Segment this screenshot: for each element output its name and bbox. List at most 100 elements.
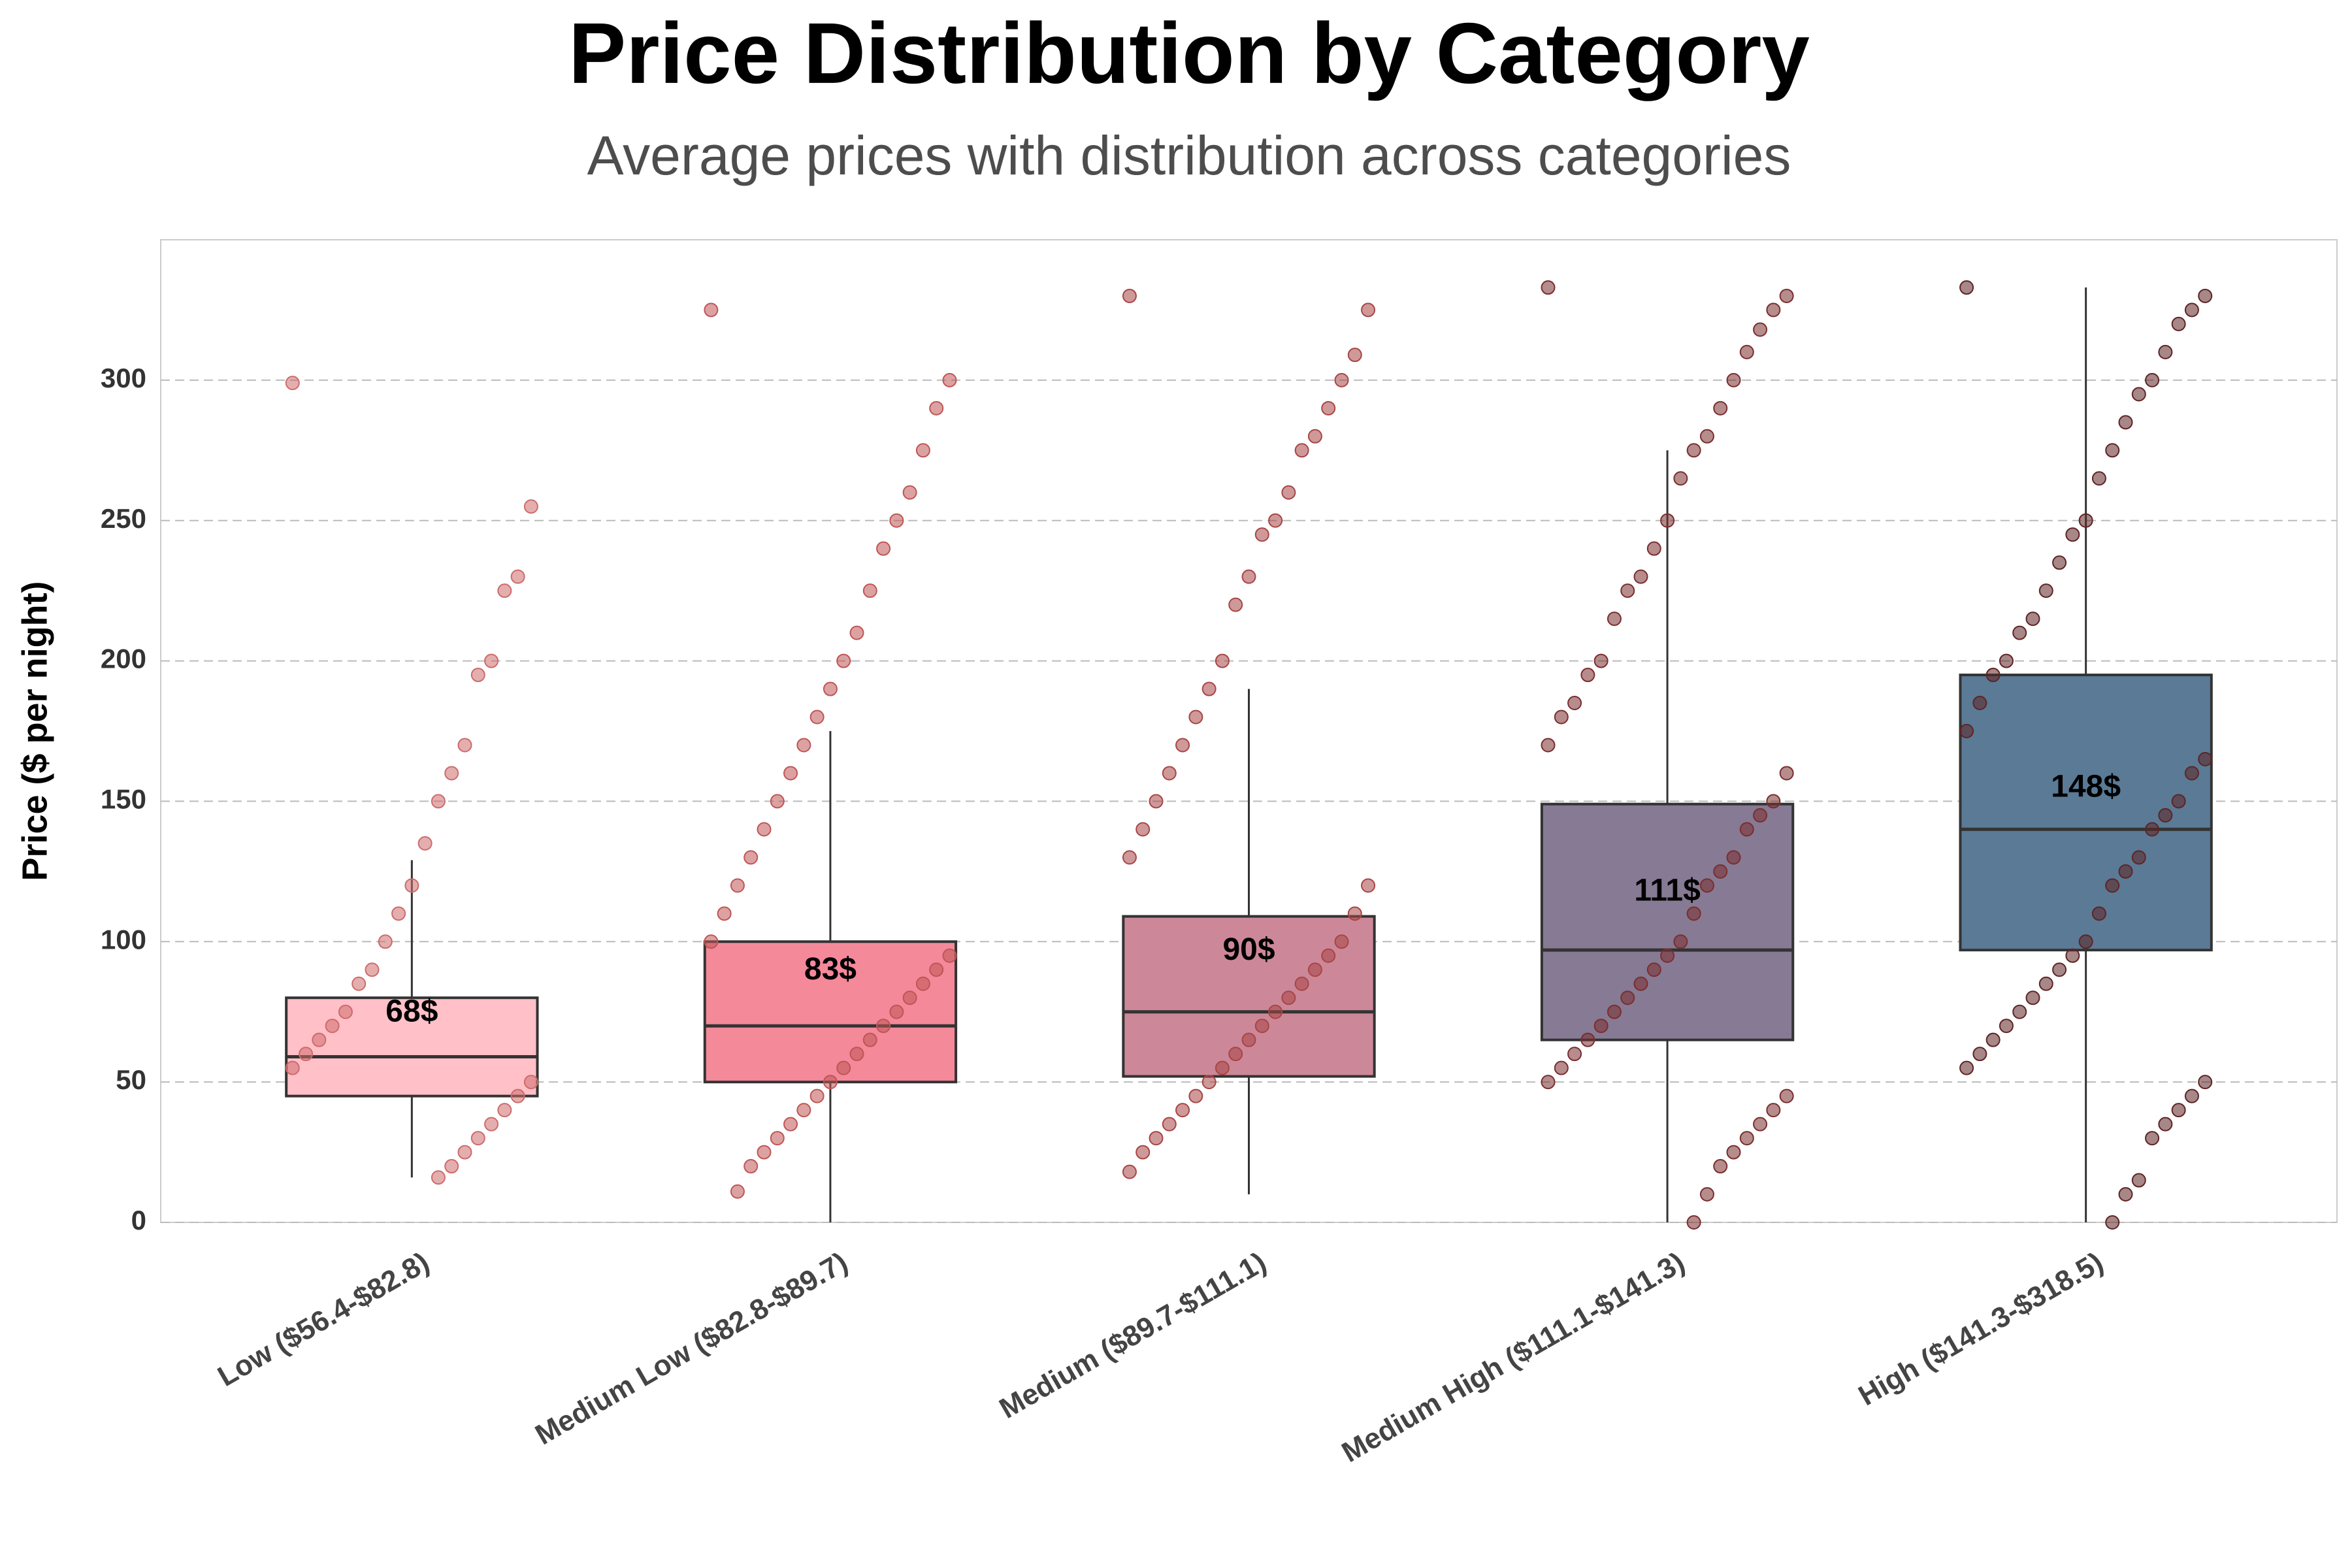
box: [1959, 674, 2213, 952]
data-point: [523, 499, 538, 514]
y-tick-label: 200: [101, 644, 146, 674]
points: [1959, 280, 2213, 1230]
data-point: [1999, 653, 2014, 668]
data-point: [1122, 288, 1137, 303]
data-point: [743, 1159, 759, 1174]
data-point: [2145, 372, 2160, 387]
data-point: [299, 1047, 314, 1062]
data-point: [783, 766, 798, 781]
data-point: [2118, 1187, 2133, 1202]
data-point: [1620, 583, 1635, 598]
data-point: [2184, 766, 2199, 781]
data-point: [1959, 724, 1974, 738]
data-point: [2198, 1075, 2213, 1090]
data-point: [2158, 344, 2173, 359]
data-point: [312, 1032, 327, 1047]
data-point: [2105, 443, 2120, 458]
data-point: [2118, 415, 2133, 430]
data-point: [730, 1184, 745, 1199]
data-point: [796, 738, 811, 753]
data-point: [902, 990, 917, 1005]
data-point: [2198, 288, 2213, 303]
data-point: [510, 1088, 525, 1103]
data-point: [2052, 962, 2067, 977]
data-point: [757, 822, 772, 837]
data-point: [1122, 850, 1137, 865]
data-point: [1739, 822, 1754, 837]
data-point: [1620, 990, 1635, 1005]
data-point: [1334, 934, 1349, 949]
data-point: [1281, 485, 1296, 500]
data-point: [1254, 527, 1269, 542]
data-point: [1673, 471, 1688, 486]
data-point: [1215, 653, 1230, 668]
data-point: [497, 583, 512, 598]
data-point: [431, 794, 446, 809]
data-point: [1228, 1047, 1243, 1062]
data-point: [1347, 906, 1362, 921]
data-point: [2145, 822, 2160, 837]
data-point: [1726, 372, 1741, 387]
data-point: [2171, 794, 2186, 809]
data-point: [470, 668, 485, 683]
box: [703, 940, 958, 1084]
data-point: [523, 1075, 538, 1090]
data-point: [1699, 878, 1714, 893]
data-point: [1593, 1019, 1609, 1034]
data-point: [285, 1060, 300, 1075]
data-point: [1985, 1032, 2001, 1047]
data-point: [730, 878, 745, 893]
data-point: [1162, 766, 1177, 781]
data-point: [2025, 990, 2040, 1005]
data-point: [1726, 1145, 1741, 1160]
data-point: [1541, 280, 1556, 295]
data-point: [704, 934, 719, 949]
data-point: [942, 948, 957, 963]
data-point: [1268, 1004, 1283, 1019]
data-point: [849, 625, 864, 640]
data-point: [1999, 1019, 2014, 1034]
mean-label: 83$: [804, 952, 857, 987]
data-point: [457, 738, 472, 753]
data-point: [1228, 597, 1243, 612]
data-point: [470, 1131, 485, 1146]
data-point: [942, 372, 957, 387]
data-point: [2012, 625, 2027, 640]
data-point: [1175, 738, 1190, 753]
data-point: [2105, 878, 2120, 893]
data-point: [1241, 1032, 1256, 1047]
y-tick-label: 0: [131, 1205, 146, 1235]
data-point: [743, 850, 759, 865]
data-point: [365, 962, 380, 977]
data-point: [2158, 1117, 2173, 1132]
data-point: [1567, 1047, 1582, 1062]
data-point: [1779, 766, 1794, 781]
data-point: [1149, 1131, 1164, 1146]
data-point: [431, 1170, 446, 1185]
data-point: [1739, 1131, 1754, 1146]
data-point: [325, 1019, 340, 1034]
data-point: [836, 1060, 851, 1075]
mean-label: 111$: [1634, 874, 1701, 908]
data-point: [1149, 794, 1164, 809]
data-point: [770, 1131, 785, 1146]
data-point: [1766, 794, 1781, 809]
chart-title: Price Distribution by Category: [568, 5, 1810, 101]
data-point: [1726, 850, 1741, 865]
data-point: [717, 906, 732, 921]
y-tick-label: 300: [101, 363, 146, 393]
data-point: [1122, 1164, 1137, 1179]
data-point: [1361, 878, 1376, 893]
data-point: [1779, 1088, 1794, 1103]
data-point: [1753, 1117, 1768, 1132]
data-point: [2025, 612, 2040, 627]
data-point: [1766, 1103, 1781, 1118]
data-point: [876, 1019, 891, 1034]
data-point: [1188, 1088, 1203, 1103]
x-tick-label: High ($141.3-$318.5): [1854, 1246, 2109, 1412]
points: [1122, 288, 1376, 1179]
box: [1540, 802, 1795, 1041]
data-point: [1739, 344, 1754, 359]
data-point: [2198, 751, 2213, 766]
